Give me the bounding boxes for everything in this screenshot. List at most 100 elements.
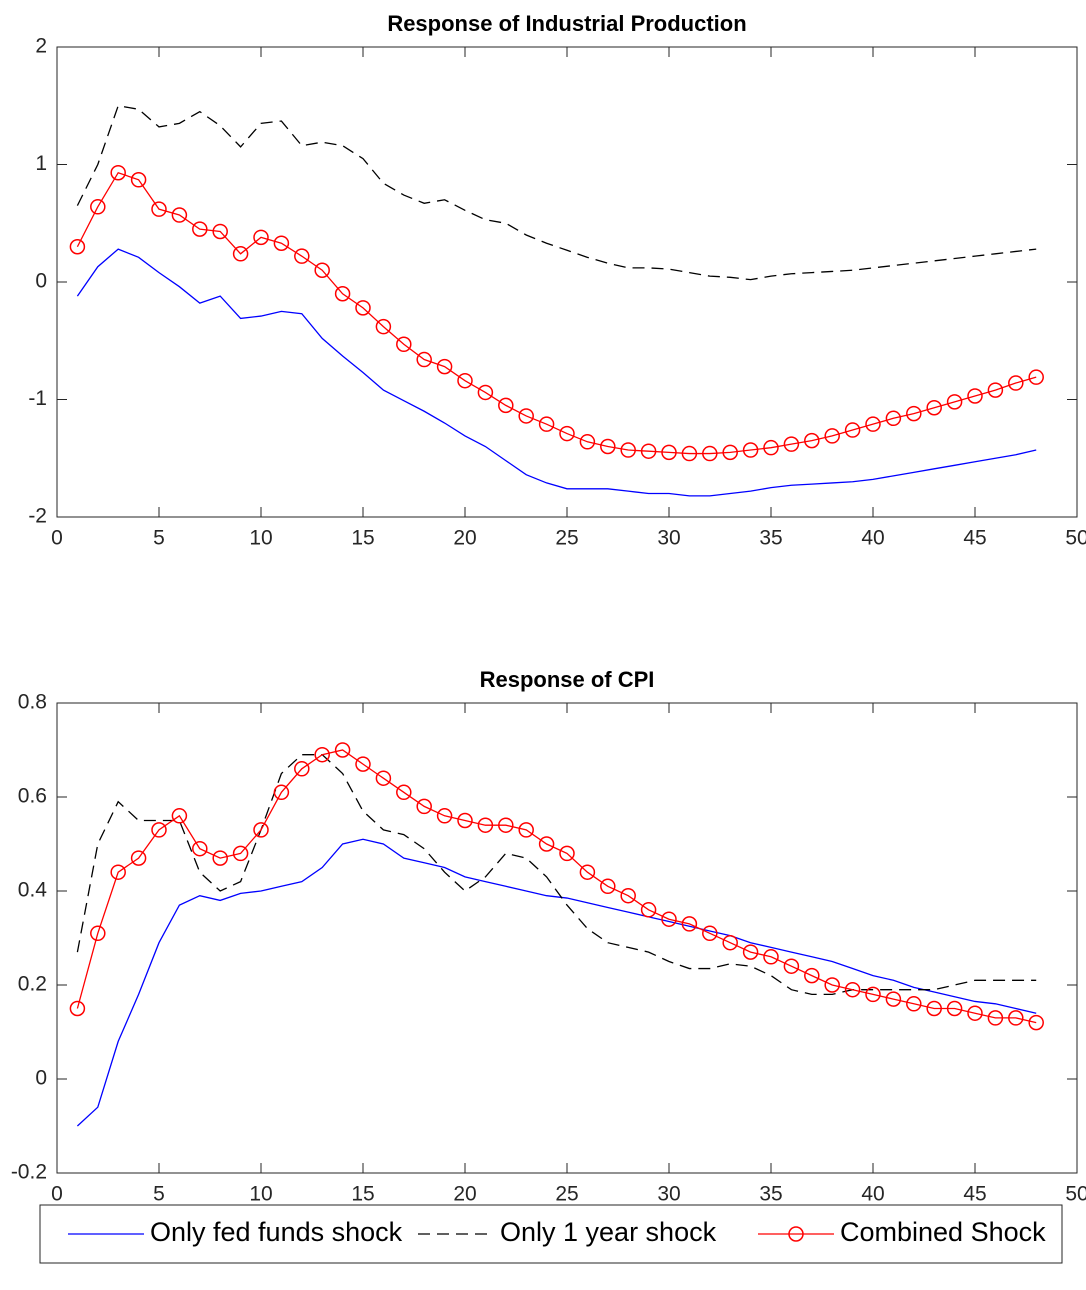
marker	[375, 318, 392, 335]
marker	[151, 822, 167, 838]
x-tick-label: 20	[453, 527, 476, 550]
marker	[110, 164, 126, 181]
marker	[865, 416, 881, 432]
marker	[273, 235, 290, 251]
y-tick-label: 0	[35, 1067, 47, 1090]
marker	[192, 221, 208, 237]
marker	[314, 262, 330, 278]
x-tick-label: 35	[759, 1183, 782, 1206]
marker	[436, 358, 453, 375]
x-tick-label: 35	[759, 527, 782, 550]
marker	[824, 977, 840, 993]
x-tick-label: 5	[153, 527, 165, 550]
marker	[681, 916, 698, 932]
marker	[232, 246, 249, 262]
marker	[906, 996, 922, 1012]
x-tick-label: 15	[351, 1183, 374, 1206]
marker	[396, 784, 412, 801]
marker	[742, 944, 759, 960]
y-tick-label: 0.6	[18, 785, 47, 808]
marker	[926, 1000, 942, 1017]
marker	[416, 351, 432, 368]
y-tick-label: -2	[28, 505, 47, 528]
x-tick-label: 50	[1065, 527, 1086, 550]
marker	[702, 445, 718, 462]
marker	[518, 822, 534, 838]
marker	[885, 991, 902, 1007]
marker	[171, 207, 188, 223]
marker	[865, 986, 881, 1003]
marker	[620, 887, 636, 904]
marker	[253, 822, 269, 838]
marker	[69, 1000, 86, 1017]
marker	[763, 949, 779, 965]
marker	[559, 845, 575, 862]
marker	[334, 742, 351, 758]
y-tick-label: -0.2	[11, 1161, 47, 1184]
marker	[742, 442, 759, 458]
marker	[110, 864, 126, 880]
marker	[579, 864, 596, 880]
x-tick-label: 10	[249, 1183, 272, 1206]
marker	[824, 428, 840, 444]
x-tick-label: 50	[1065, 1183, 1086, 1206]
marker	[498, 397, 514, 414]
marker	[844, 981, 861, 998]
marker	[763, 439, 779, 456]
marker	[498, 817, 514, 833]
series-line	[76, 749, 1037, 1024]
marker	[416, 798, 432, 815]
x-tick-label: 5	[153, 1183, 165, 1206]
marker	[294, 761, 310, 777]
marker	[804, 967, 820, 984]
marker	[722, 444, 738, 461]
marker	[987, 1010, 1004, 1026]
marker	[600, 438, 616, 455]
marker	[457, 372, 473, 389]
marker	[518, 408, 534, 424]
marker	[396, 336, 412, 353]
legend-label: Only 1 year shock	[500, 1217, 717, 1247]
series-line	[76, 105, 1037, 281]
legend: Only fed funds shock Only 1 year shock Com…	[39, 1204, 1063, 1264]
marker	[355, 756, 371, 772]
marker	[90, 199, 106, 215]
marker	[90, 925, 106, 942]
marker	[926, 399, 942, 416]
x-tick-label: 15	[351, 527, 374, 550]
marker	[844, 422, 861, 438]
x-tick-label: 40	[861, 527, 884, 550]
x-tick-label: 30	[657, 527, 680, 550]
series-line	[76, 838, 1037, 1127]
series-line	[76, 248, 1037, 497]
marker	[885, 410, 902, 427]
y-tick-label: 0.4	[18, 879, 48, 902]
marker	[640, 902, 657, 918]
x-tick-label: 45	[963, 527, 986, 550]
y-tick-label: 1	[35, 152, 47, 175]
marker	[559, 425, 575, 442]
marker	[151, 201, 167, 217]
legend-label: Only fed funds shock	[150, 1217, 403, 1247]
x-tick-label: 25	[555, 527, 578, 550]
marker	[130, 172, 147, 188]
marker	[294, 248, 310, 264]
marker	[906, 405, 922, 422]
x-tick-label: 10	[249, 527, 272, 550]
marker	[702, 925, 718, 942]
marker	[457, 812, 473, 829]
marker	[783, 436, 800, 452]
marker	[1028, 1014, 1044, 1031]
legend-box	[39, 1204, 1063, 1264]
marker	[1028, 369, 1044, 385]
marker	[579, 434, 596, 450]
marker	[946, 1000, 963, 1017]
marker	[538, 836, 555, 852]
marker	[273, 784, 290, 801]
marker	[212, 850, 228, 866]
marker	[314, 746, 330, 763]
x-tick-label: 25	[555, 1183, 578, 1206]
marker	[783, 958, 800, 974]
marker	[640, 443, 657, 459]
